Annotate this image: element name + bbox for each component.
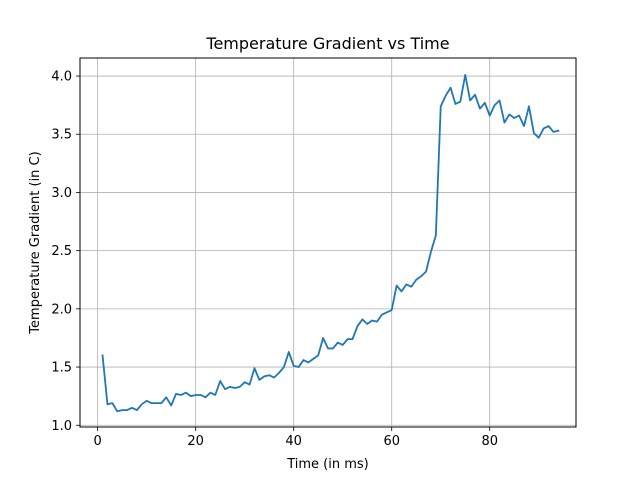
y-tick-label: 2.5	[51, 244, 72, 259]
x-axis-label: Time (in ms)	[286, 457, 369, 472]
x-tick-label: 60	[383, 434, 400, 449]
y-tick-label: 2.0	[51, 302, 72, 317]
y-tick-label: 1.5	[51, 361, 72, 376]
series-line	[101, 73, 560, 413]
y-tick-label: 3.0	[51, 186, 72, 201]
x-tick-label: 20	[187, 434, 204, 449]
y-tick-label: 3.5	[51, 128, 72, 143]
plot-frame	[79, 57, 577, 428]
y-tick-label: 4.0	[51, 70, 72, 85]
x-tick-label: 80	[481, 434, 498, 449]
y-tick-label: 1.0	[51, 419, 72, 434]
chart-title: Temperature Gradient vs Time	[205, 34, 449, 53]
axis-ticks: 0 20 40 60 80 1.0 1.5 2.0 2.5 3.0 3.5 4.0	[51, 70, 498, 449]
x-tick-label: 40	[285, 434, 302, 449]
x-tick-label: 0	[94, 434, 102, 449]
grid-lines	[80, 58, 576, 427]
data-series	[101, 73, 560, 413]
y-axis-label: Temperature Gradient (in C)	[28, 151, 43, 334]
